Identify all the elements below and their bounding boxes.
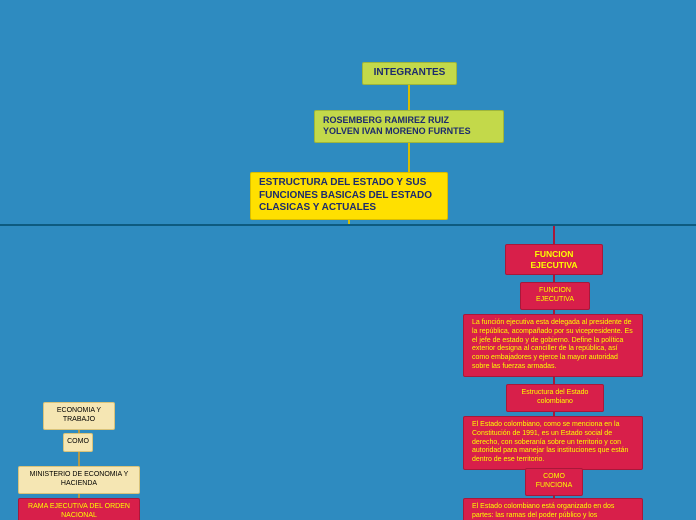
node-economia[interactable]: ECONOMIA Y TRABAJO (43, 402, 115, 430)
node-desc_exec[interactable]: La función ejecutiva esta delegada al pr… (463, 314, 643, 377)
node-rama[interactable]: RAMA EJECUTIVA DEL ORDEN NACIONAL (18, 498, 140, 520)
connector-0 (408, 84, 410, 110)
node-ministerio[interactable]: MINISTERIO DE ECONOMIA Y HACIENDA (18, 466, 140, 494)
connector-3 (0, 224, 696, 226)
connector-4 (553, 226, 555, 244)
node-func_exec_2[interactable]: FUNCION EJECUTIVA (520, 282, 590, 310)
node-como[interactable]: COMO (63, 433, 93, 452)
connector-1 (408, 140, 410, 172)
node-estructura[interactable]: Estructura del Estado colombiano (506, 384, 604, 412)
mindmap-canvas: INTEGRANTES ROSEMBERG RAMIREZ RUIZ YOLVEN… (0, 0, 696, 520)
node-func_exec_1[interactable]: FUNCION EJECUTIVA (505, 244, 603, 275)
node-integrantes[interactable]: INTEGRANTES (362, 62, 457, 85)
node-members[interactable]: ROSEMBERG RAMIREZ RUIZ YOLVEN IVAN MOREN… (314, 110, 504, 143)
node-desc_estado[interactable]: El Estado colombiano, como se menciona e… (463, 416, 643, 470)
node-desc_organizado[interactable]: El Estado colombiano está organizado en … (463, 498, 643, 520)
node-title[interactable]: ESTRUCTURA DEL ESTADO Y SUS FUNCIONES BA… (250, 172, 448, 220)
node-como_funciona[interactable]: COMO FUNCIONA (525, 468, 583, 496)
